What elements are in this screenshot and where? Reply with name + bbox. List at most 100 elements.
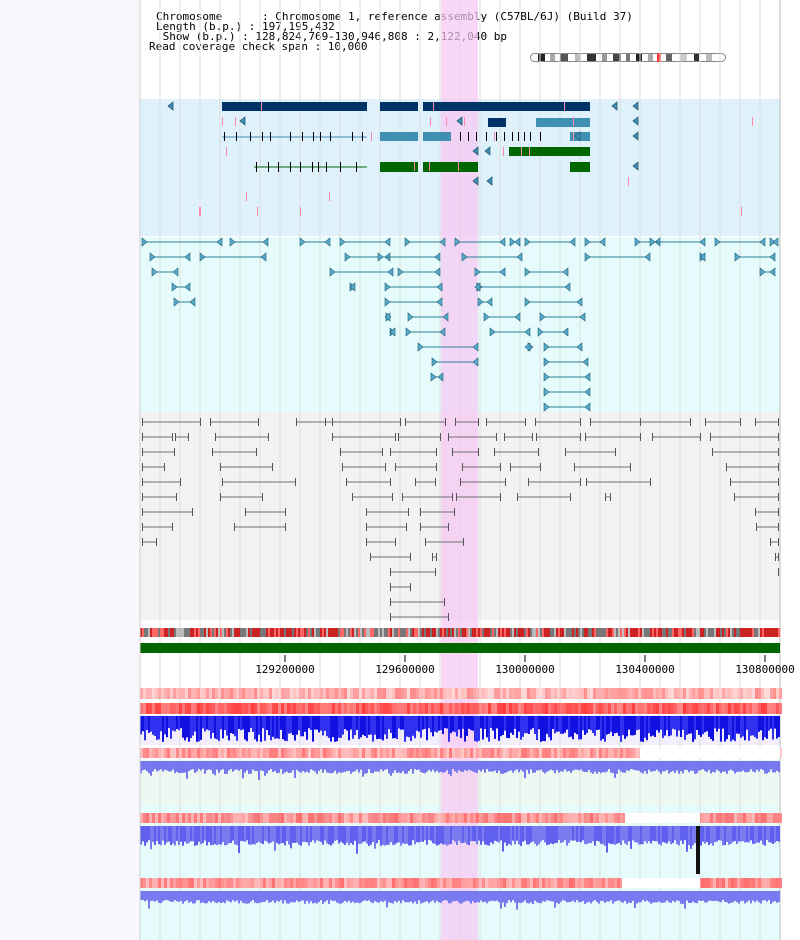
jf1-trim-depth-bar [382, 891, 384, 902]
capillary-depth-bar [690, 716, 692, 734]
snp-density-cell [341, 878, 344, 888]
snp-density-cell [161, 813, 164, 823]
bac-end-arrow [324, 237, 331, 247]
snp-density-cell [356, 878, 359, 888]
snp-density-cell [386, 703, 389, 714]
repeat-bar [482, 628, 484, 637]
snp-density-cell [476, 703, 479, 714]
jf1-trim-depth-bar [446, 891, 448, 901]
jf1-trim-depth-bar [764, 891, 766, 901]
snp-density-cell [269, 703, 272, 714]
capillary-depth-bar [268, 716, 270, 736]
jf1-sra-depth-bar [770, 826, 772, 843]
jf1-trim-depth-bar [492, 891, 494, 901]
snp-density-cell [632, 813, 635, 823]
snp-density-cell [416, 813, 419, 823]
repeat-bar [256, 628, 258, 637]
jf1-sra-depth-bar [740, 826, 742, 842]
snp-tick [257, 207, 258, 216]
jf1-trim-depth-bar [304, 891, 306, 904]
repeat-bar [182, 628, 184, 637]
jf1-sra-depth-bar [258, 826, 260, 842]
snp-density-cell [626, 688, 629, 699]
snp-density-cell [479, 748, 482, 758]
no-data-gap [640, 748, 780, 758]
snp-density-cell [581, 703, 584, 714]
jf1-sra-depth-bar [646, 826, 648, 844]
jf1-sra-depth-bar [142, 826, 144, 842]
snp-density-cell [689, 878, 692, 888]
bac-end-arrow [576, 342, 583, 352]
repeat-bar [544, 628, 546, 637]
repeat-bar [764, 628, 766, 637]
snp-density-cell [665, 688, 668, 699]
exon-tick [468, 132, 469, 141]
snp-density-cell [446, 703, 449, 714]
snp-density-cell [224, 748, 227, 758]
msm-sra-depth-bar [690, 761, 692, 771]
capillary-depth-bar [702, 716, 704, 735]
jf1-trim-depth-bar [282, 891, 284, 904]
bac-end-arrow [439, 327, 446, 337]
snp-density-cell [416, 748, 419, 758]
repeat-bar [142, 628, 144, 637]
jf1-trim-depth-bar [610, 891, 612, 901]
repeat-bar [726, 628, 728, 637]
snp-density-cell [473, 748, 476, 758]
msm-sra-depth-bar [624, 761, 626, 773]
snp-density-cell [161, 748, 164, 758]
capillary-depth-bar [764, 716, 766, 738]
repeat-bar [416, 628, 418, 637]
snp-density-cell [719, 813, 722, 823]
repeat-bar [202, 628, 204, 637]
jf1-trim-depth-bar [514, 891, 516, 903]
bac-end-arrow [299, 237, 306, 247]
msm-sra-depth-bar [714, 761, 716, 773]
repeat-bar [696, 628, 698, 637]
left-margin [0, 0, 140, 940]
snp-density-cell [362, 703, 365, 714]
jf1-sra-depth-bar [528, 826, 530, 845]
snp-tick [300, 207, 301, 216]
msm-sra-depth-bar [550, 761, 552, 770]
msm-sra-depth-bar [396, 761, 398, 774]
jf1-trim-depth-bar [560, 891, 562, 902]
snp-density-cell [752, 703, 755, 714]
chromosome-ideogram[interactable] [530, 53, 726, 62]
capillary-depth-bar [358, 716, 360, 740]
msm-sra-depth-bar [676, 761, 678, 771]
capillary-depth-bar [260, 716, 262, 742]
snp-density-cell [185, 878, 188, 888]
repeat-bar [318, 628, 320, 637]
bac-end-arrow [339, 237, 346, 247]
snp-density-cell [482, 813, 485, 823]
snp-density-cell [578, 688, 581, 699]
bac-end-arrow [489, 327, 496, 337]
snp-density-cell [305, 703, 308, 714]
snp-density-cell [707, 878, 710, 888]
exon-tick [530, 132, 531, 141]
repeat-bar [242, 628, 244, 637]
repeat-bar [288, 628, 290, 637]
bac-end-tick [395, 463, 396, 471]
snp-density-cell [761, 703, 764, 714]
jf1-trim-depth-bar [604, 891, 606, 903]
snp-density-cell [500, 878, 503, 888]
repeat-bar [718, 628, 720, 637]
jf1-trim-depth-bar [570, 891, 572, 902]
capillary-depth-bar [504, 716, 506, 731]
msm-sra-depth-bar [386, 761, 388, 770]
snp-density-cell [311, 703, 314, 714]
jf1-trim-depth-bar [346, 891, 348, 903]
snp-density-cell [755, 703, 758, 714]
repeat-bar [506, 628, 508, 637]
msm-sra-depth-bar [264, 761, 266, 776]
capillary-depth-bar [518, 716, 520, 732]
jf1-trim-depth-bar [412, 891, 414, 904]
bac-end-tick [200, 418, 201, 426]
repeat-bar [754, 628, 756, 637]
repeat-bar [568, 628, 570, 637]
bac-end-tick [532, 433, 533, 441]
snp-density-cell [398, 703, 401, 714]
